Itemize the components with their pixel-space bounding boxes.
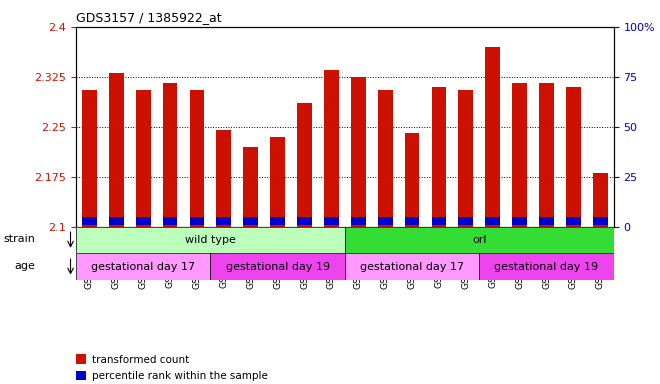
Bar bbox=[459, 217, 473, 225]
Bar bbox=[82, 217, 97, 225]
Bar bbox=[378, 90, 393, 227]
Bar bbox=[479, 253, 614, 280]
Bar bbox=[566, 87, 581, 227]
Text: gestational day 17: gestational day 17 bbox=[91, 262, 195, 272]
Bar bbox=[211, 253, 345, 280]
Bar bbox=[136, 217, 150, 225]
Bar bbox=[405, 217, 420, 225]
Text: gestational day 17: gestational day 17 bbox=[360, 262, 464, 272]
Bar bbox=[324, 70, 339, 227]
Text: percentile rank within the sample: percentile rank within the sample bbox=[92, 371, 268, 381]
Bar bbox=[324, 217, 339, 225]
Bar bbox=[459, 90, 473, 227]
Bar bbox=[109, 73, 123, 227]
Bar bbox=[432, 87, 446, 227]
Bar bbox=[244, 147, 258, 227]
Text: orl: orl bbox=[472, 235, 486, 245]
Bar bbox=[244, 217, 258, 225]
Bar bbox=[216, 217, 231, 225]
Bar bbox=[109, 217, 123, 225]
Bar bbox=[485, 217, 500, 225]
Bar bbox=[162, 217, 178, 225]
Bar bbox=[351, 77, 366, 227]
Text: transformed count: transformed count bbox=[92, 355, 189, 365]
Bar bbox=[189, 217, 205, 225]
Bar bbox=[378, 217, 393, 225]
Bar bbox=[297, 103, 312, 227]
Bar bbox=[162, 83, 178, 227]
Bar bbox=[345, 227, 614, 253]
Text: age: age bbox=[15, 260, 36, 271]
Bar bbox=[76, 227, 345, 253]
Text: GDS3157 / 1385922_at: GDS3157 / 1385922_at bbox=[76, 11, 222, 24]
Bar bbox=[512, 217, 527, 225]
Bar bbox=[82, 90, 97, 227]
Bar bbox=[297, 217, 312, 225]
Text: strain: strain bbox=[4, 233, 36, 244]
Bar bbox=[136, 90, 150, 227]
Bar bbox=[345, 253, 479, 280]
Bar bbox=[351, 217, 366, 225]
Bar bbox=[270, 217, 285, 225]
Bar bbox=[189, 90, 205, 227]
Text: wild type: wild type bbox=[185, 235, 236, 245]
Bar bbox=[539, 217, 554, 225]
Bar bbox=[216, 130, 231, 227]
Bar bbox=[485, 47, 500, 227]
Bar bbox=[593, 217, 608, 225]
Bar bbox=[76, 253, 211, 280]
Bar bbox=[405, 133, 420, 227]
Bar bbox=[593, 173, 608, 227]
Text: gestational day 19: gestational day 19 bbox=[226, 262, 330, 272]
Bar bbox=[539, 83, 554, 227]
Bar bbox=[270, 137, 285, 227]
Bar bbox=[432, 217, 446, 225]
Text: gestational day 19: gestational day 19 bbox=[494, 262, 599, 272]
Bar bbox=[566, 217, 581, 225]
Bar bbox=[512, 83, 527, 227]
